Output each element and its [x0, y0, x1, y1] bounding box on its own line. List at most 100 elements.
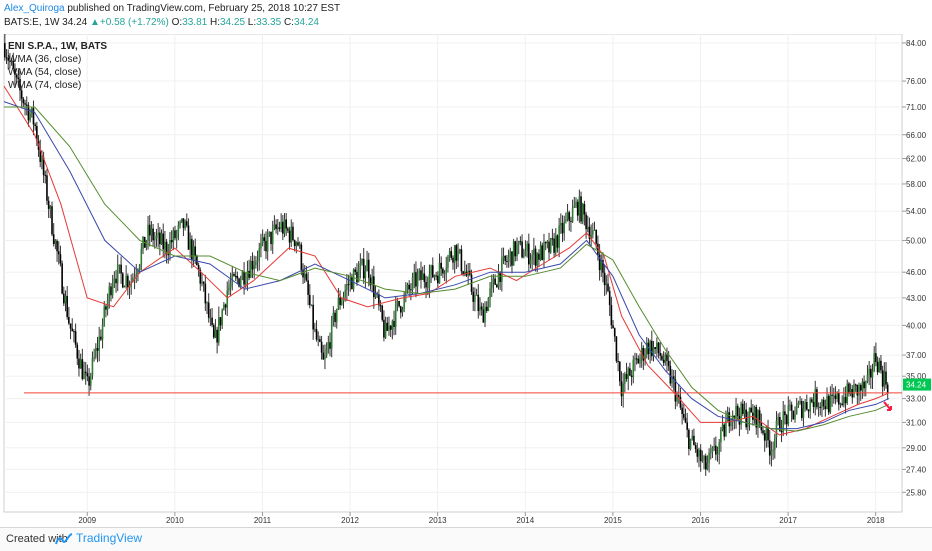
- candle-body: [167, 254, 170, 256]
- candle-body: [396, 300, 399, 304]
- candle-body: [27, 105, 30, 121]
- candle-body: [78, 358, 80, 369]
- candle-body: [431, 265, 434, 278]
- y-tick-label: 62.00: [906, 155, 927, 164]
- candle-body: [403, 294, 405, 310]
- candle-body: [637, 358, 640, 364]
- candle-body: [517, 241, 520, 245]
- candle-body: [93, 357, 95, 359]
- time-axis[interactable]: 2009 2010 2011 2012 2013 2014 2015 2016 2017 2018: [78, 512, 885, 525]
- candle-body: [56, 240, 58, 252]
- candle-body: [216, 329, 218, 343]
- candle-body: [768, 440, 771, 456]
- legend-wma54[interactable]: WMA (54, close): [8, 67, 82, 78]
- candle-body: [121, 273, 124, 288]
- candle-body: [374, 293, 377, 298]
- candle-body: [593, 229, 596, 231]
- candle-body: [779, 417, 781, 431]
- candle-body: [5, 57, 8, 59]
- author-link[interactable]: Alex_Quiroga: [4, 3, 65, 14]
- candle-body: [741, 403, 744, 414]
- x-tick-label: 2011: [254, 516, 272, 525]
- candle-body: [566, 212, 569, 220]
- candle-body: [357, 269, 360, 283]
- candle-body: [669, 366, 672, 384]
- candle-body: [64, 295, 67, 304]
- candle-body: [816, 389, 818, 408]
- candle-body: [175, 232, 178, 239]
- candle-body: [74, 331, 77, 345]
- high-label: H:: [209, 17, 220, 28]
- candle-body: [736, 405, 739, 416]
- candle-body: [9, 60, 11, 62]
- candle-body: [221, 309, 223, 326]
- candle-body: [620, 381, 623, 397]
- candle-body: [160, 233, 163, 245]
- candle-body: [91, 357, 94, 376]
- candle-body: [202, 281, 205, 284]
- brand-link[interactable]: TradingView: [55, 531, 142, 545]
- candle-body: [645, 342, 648, 355]
- candle-body: [580, 196, 582, 222]
- candle-body: [172, 230, 175, 243]
- candle-body: [125, 275, 127, 287]
- candle-body: [170, 240, 173, 243]
- candle-body: [388, 325, 390, 331]
- candle-body: [875, 353, 877, 363]
- candle-body: [192, 246, 195, 261]
- created-with-label: Created with: [6, 533, 68, 545]
- candle-body: [694, 445, 697, 450]
- candle-body: [322, 352, 325, 360]
- candle-body: [236, 275, 239, 279]
- price-axis[interactable]: 84.00 76.00 71.00 66.00 62.00 58.00 54.00 50.00…: [902, 39, 927, 497]
- candle-body: [352, 269, 355, 290]
- x-tick-label: 2017: [779, 516, 797, 525]
- candle-body: [811, 399, 813, 402]
- candle-body: [659, 353, 662, 356]
- candle-body: [378, 294, 380, 306]
- candle-body: [12, 60, 15, 69]
- candle-body: [827, 396, 830, 413]
- candle-body: [399, 306, 402, 313]
- candle-body: [145, 240, 148, 248]
- candle-body: [314, 329, 316, 331]
- candle-body: [24, 103, 26, 105]
- candle-body: [334, 312, 336, 323]
- candle-body: [234, 275, 237, 277]
- candle-body: [763, 433, 766, 441]
- candle-body: [418, 270, 421, 276]
- candle-body: [581, 203, 584, 222]
- y-tick-label: 71.00: [906, 103, 927, 112]
- candle-body: [271, 227, 274, 245]
- price-chart[interactable]: 84.00 76.00 71.00 66.00 62.00 58.00 54.00 50.00…: [0, 34, 932, 527]
- candle-body: [194, 246, 197, 256]
- y-tick-label: 35.00: [906, 372, 927, 381]
- legend-title: ENI S.P.A., 1W, BATS: [8, 41, 108, 52]
- x-tick-label: 2014: [516, 516, 534, 525]
- candle-body: [802, 408, 805, 419]
- legend-wma36[interactable]: WMA (36, close): [8, 54, 82, 65]
- candle-body: [709, 452, 712, 454]
- candle-body: [251, 260, 254, 270]
- candle-body: [868, 368, 870, 375]
- candle-body: [858, 385, 860, 396]
- candle-body: [787, 405, 790, 425]
- candle-body: [538, 253, 540, 260]
- candle-body: [715, 445, 717, 455]
- candle-body: [223, 304, 225, 310]
- candle-body: [804, 402, 806, 409]
- candle-body: [509, 251, 512, 257]
- candle-body: [605, 283, 608, 286]
- candle-body: [155, 236, 158, 239]
- x-tick-label: 2016: [692, 516, 710, 525]
- candle-body: [442, 268, 444, 274]
- candle-body: [512, 241, 515, 266]
- candle-body: [750, 407, 753, 413]
- candle-body: [634, 358, 636, 360]
- candle-body: [617, 360, 619, 362]
- plot-area[interactable]: [3, 34, 903, 513]
- candle-body: [30, 108, 33, 114]
- candle-body: [332, 312, 335, 320]
- legend-wma74[interactable]: WMA (74, close): [8, 80, 82, 91]
- candle-body: [410, 289, 412, 291]
